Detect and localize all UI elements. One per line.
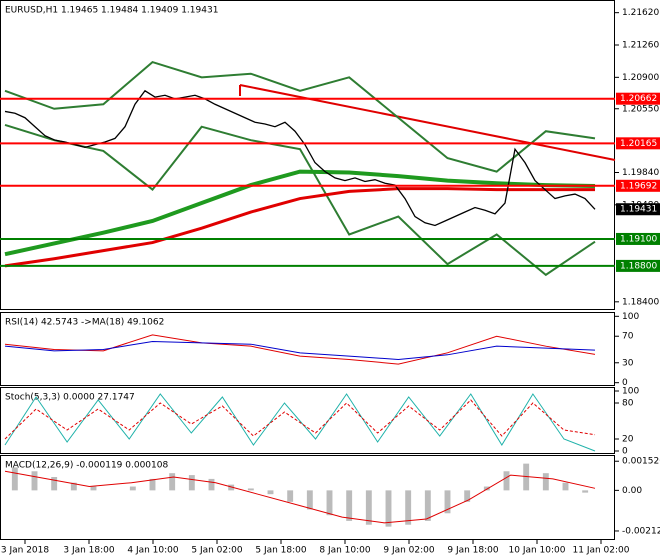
x-tick-label: 4 Jan 10:00 [127,546,179,556]
histogram-bar [31,471,38,491]
level-label-box [616,179,660,192]
series-line [4,470,596,524]
y-tick-label: 30 [622,358,634,368]
level-label-box [616,92,660,105]
y-tick-label: 1.21260 [622,41,659,51]
histogram-bar [405,490,412,525]
x-tick-label: 10 Jan 10:00 [509,546,566,556]
level-label-box [616,137,660,150]
main-frame [0,0,615,310]
series-line [4,123,596,277]
histogram-bar [385,490,392,527]
y-tick-label: 20 [622,435,634,445]
y-tick-label: 1.20900 [622,73,659,83]
trend-line [239,84,616,161]
y-tick-label: 100 [622,387,639,397]
x-tick-label: 9 Jan 18:00 [447,546,499,556]
level-label: 1.20662 [620,94,657,104]
series-line [4,60,596,173]
panel-title: RSI(14) 42.5743 ->MA(18) 49.1062 [5,318,164,328]
y-tick-label: 1.18400 [622,297,659,307]
histogram-bar [51,477,58,491]
series-line [4,187,595,268]
histogram-bar [326,490,333,516]
series-line [4,334,596,365]
histogram-bar [483,486,490,491]
histogram-bar [523,463,530,491]
histogram-bar [464,490,471,502]
histogram-bar [149,478,156,491]
level-label: 1.19100 [620,234,657,244]
level-label-box [616,232,660,245]
series-line [4,399,596,440]
histogram-bar [208,478,215,491]
level-label-box [616,259,660,272]
y-tick-label: -0.002127 [622,526,660,536]
histogram-bar [582,490,589,493]
series-line [4,89,596,227]
histogram-bar [129,486,136,491]
panel-title: MACD(12,26,9) -0.000119 0.000108 [5,461,168,471]
y-tick-label: 0.001526 [622,457,660,467]
histogram-bar [542,473,549,491]
x-tick-label: 9 Jan 02:00 [383,546,435,556]
series-line [4,341,596,360]
y-tick-label: 1.19840 [622,168,659,178]
level-label: 1.18800 [620,261,657,271]
series-line [4,393,596,452]
histogram-bar [346,490,353,521]
histogram-bar [287,490,294,502]
histogram-bar [70,482,77,491]
panel-title: Stoch(5,3,3) 0.0000 27.1747 [5,393,135,403]
y-tick-label: 0 [622,378,628,388]
histogram-bar [267,490,274,495]
rsi-frame [0,312,615,386]
y-tick-label: 0.00 [622,486,642,496]
macd-frame [0,455,615,540]
panel-title: EURUSD,H1 1.19465 1.19484 1.19409 1.1943… [5,6,218,16]
y-tick-label: 1.21620 [622,8,659,18]
x-tick-label: 3 Jan 18:00 [63,546,115,556]
histogram-bar [503,471,510,491]
level-label: 1.20165 [620,139,657,149]
y-tick-label: 70 [622,332,634,342]
y-tick-label: 1.20550 [622,104,659,114]
x-tick-label: 8 Jan 10:00 [319,546,371,556]
x-tick-label: 3 Jan 2018 [1,546,49,556]
last-price-box [616,203,660,216]
histogram-bar [444,490,451,514]
x-tick-label: 11 Jan 02:00 [573,546,630,556]
series-line [4,169,596,257]
histogram-bar [11,467,18,491]
histogram-bar [228,484,235,491]
x-tick-label: 5 Jan 02:00 [191,546,243,556]
histogram-bar [188,475,195,491]
histogram-bar [90,486,97,491]
histogram-bar [562,482,569,491]
stoch-frame [0,387,615,454]
histogram-bar [169,473,176,491]
histogram-bar [424,490,431,521]
histogram-bar [365,490,372,525]
histogram-bar [247,488,254,491]
y-tick-label: 100 [622,312,639,322]
level-label: 1.19692 [620,181,657,191]
last-price-label: 1.19431 [620,205,657,215]
histogram-bar [306,490,313,510]
y-tick-label: 0 [622,447,628,457]
x-tick-label: 5 Jan 18:00 [255,546,307,556]
y-tick-label: 80 [622,399,634,409]
